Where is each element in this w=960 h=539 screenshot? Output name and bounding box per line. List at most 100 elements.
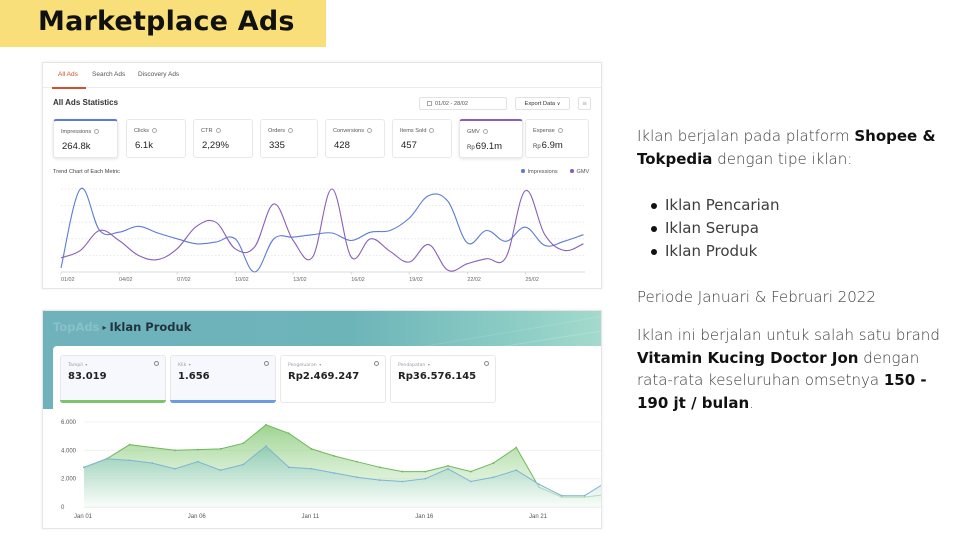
data-point[interactable] (242, 442, 245, 445)
data-point[interactable] (151, 462, 154, 464)
area-fill-klik (84, 446, 601, 507)
data-point[interactable] (174, 467, 176, 470)
data-point[interactable] (515, 469, 518, 472)
caret-down-icon: ▾ (85, 362, 88, 367)
data-point[interactable] (128, 443, 131, 446)
data-point[interactable] (151, 446, 154, 449)
export-data-button[interactable]: Export Data ∨ (515, 97, 570, 110)
data-point[interactable] (356, 476, 358, 479)
info-icon[interactable] (484, 361, 489, 366)
data-point[interactable] (401, 480, 404, 483)
text: dengan rata-rata keseluruhan omsetnya (637, 348, 920, 390)
data-point[interactable] (196, 460, 199, 463)
tab-all-ads[interactable]: All Ads (58, 71, 78, 78)
data-point[interactable] (196, 448, 199, 451)
data-point[interactable] (378, 479, 381, 481)
data-point[interactable] (333, 455, 336, 457)
data-point[interactable] (401, 470, 404, 473)
card-label[interactable]: Klik ▾ (178, 362, 191, 368)
data-point[interactable] (447, 465, 449, 467)
data-point[interactable] (424, 477, 427, 480)
data-point[interactable] (310, 448, 313, 450)
help-icon[interactable] (151, 128, 157, 133)
info-icon[interactable] (264, 361, 269, 366)
help-icon[interactable] (94, 129, 100, 134)
metric-label: Orders (268, 128, 294, 134)
all-ads-panel: All Ads Search Ads Discovery Ads All Ads… (42, 62, 602, 289)
card-value: 83.019 (68, 371, 107, 382)
x-tick-label: Jan 16 (415, 514, 434, 520)
summary-card[interactable]: Pengeluaran ▾ Rp2.469.247 (280, 355, 386, 403)
data-point[interactable] (242, 463, 245, 466)
legend-gmv[interactable]: GMV (570, 169, 589, 175)
ad-type-item: Iklan Pencarian (651, 194, 779, 217)
tab-search-ads[interactable]: Search Ads (92, 71, 126, 78)
data-point[interactable] (378, 466, 381, 469)
ad-type-item: Iklan Produk (651, 240, 779, 263)
help-icon[interactable] (288, 128, 294, 133)
text: Iklan ini berjalan untuk salah satu bran… (637, 326, 940, 344)
data-point[interactable] (333, 472, 336, 474)
help-icon[interactable] (429, 128, 435, 133)
data-point[interactable] (265, 445, 267, 447)
metric-card[interactable]: GMV Rp69.1m (459, 119, 523, 158)
help-icon[interactable] (367, 128, 373, 133)
card-label[interactable]: Tampil ▾ (68, 362, 88, 368)
legend-dot-icon (570, 169, 574, 173)
breadcrumb-separator-icon: ▸ (102, 323, 107, 332)
help-icon[interactable] (557, 128, 563, 133)
data-point[interactable] (287, 432, 290, 435)
data-point[interactable] (128, 459, 131, 462)
summary-card[interactable]: Tampil ▾ 83.019 (60, 355, 166, 403)
data-point[interactable] (515, 446, 518, 449)
series-line-gmv[interactable] (60, 188, 584, 272)
data-point[interactable] (174, 449, 176, 452)
data-point[interactable] (287, 466, 290, 469)
info-icon[interactable] (154, 361, 159, 366)
summary-card[interactable]: Pendapatan ▾ Rp36.576.145 (390, 355, 496, 403)
y-tick-label: 0 (61, 505, 65, 511)
trend-chart-title: Trend Chart of Each Metric (53, 169, 120, 175)
data-point[interactable] (105, 457, 108, 460)
help-icon[interactable] (215, 128, 221, 133)
breadcrumb-topads[interactable]: TopAds (53, 320, 100, 334)
tab-discovery-ads[interactable]: Discovery Ads (138, 71, 180, 78)
data-point[interactable] (219, 469, 222, 472)
metric-card[interactable]: Orders 335 (260, 119, 318, 158)
data-point[interactable] (492, 462, 495, 464)
metric-card[interactable]: Impressions 264.8k (53, 119, 118, 158)
x-tick-label: Jan 06 (188, 514, 207, 520)
brand-name: Vitamin Kucing Doctor Jon (637, 348, 859, 367)
metric-card[interactable]: Conversions 428 (325, 119, 385, 158)
legend-impressions[interactable]: Impressions (521, 169, 558, 175)
data-point[interactable] (583, 494, 586, 497)
summary-card[interactable]: Klik ▾ 1.656 (170, 355, 276, 403)
data-point[interactable] (219, 448, 222, 450)
menu-icon[interactable]: ≡ (578, 97, 591, 110)
metric-card[interactable]: Clicks 6.1k (126, 119, 186, 158)
metric-card[interactable]: CTR 2,29% (193, 119, 253, 158)
metric-label: Conversions (333, 128, 373, 134)
help-icon[interactable] (482, 129, 488, 134)
data-point[interactable] (469, 470, 472, 473)
data-point[interactable] (560, 494, 563, 497)
data-point[interactable] (447, 467, 449, 470)
currency-prefix: Rp (467, 145, 475, 151)
date-range-picker[interactable]: 01/02 - 28/02 (419, 97, 507, 110)
card-label[interactable]: Pengeluaran ▾ (288, 362, 322, 368)
data-point[interactable] (538, 483, 540, 486)
x-tick-label: 01/02 (61, 277, 75, 283)
data-point[interactable] (310, 467, 313, 470)
caret-down-icon: ▾ (427, 362, 430, 367)
info-icon[interactable] (374, 361, 379, 366)
data-point[interactable] (469, 480, 472, 483)
data-point[interactable] (356, 460, 358, 463)
metric-card[interactable]: Items Sold 457 (392, 119, 452, 158)
data-point[interactable] (83, 466, 85, 469)
metric-card[interactable]: Expense Rp6.9m (525, 119, 589, 158)
card-label[interactable]: Pendapatan ▾ (398, 362, 430, 368)
data-point[interactable] (492, 476, 495, 479)
data-point[interactable] (424, 470, 427, 473)
data-point[interactable] (265, 423, 267, 426)
x-tick-label: 10/02 (235, 277, 249, 283)
